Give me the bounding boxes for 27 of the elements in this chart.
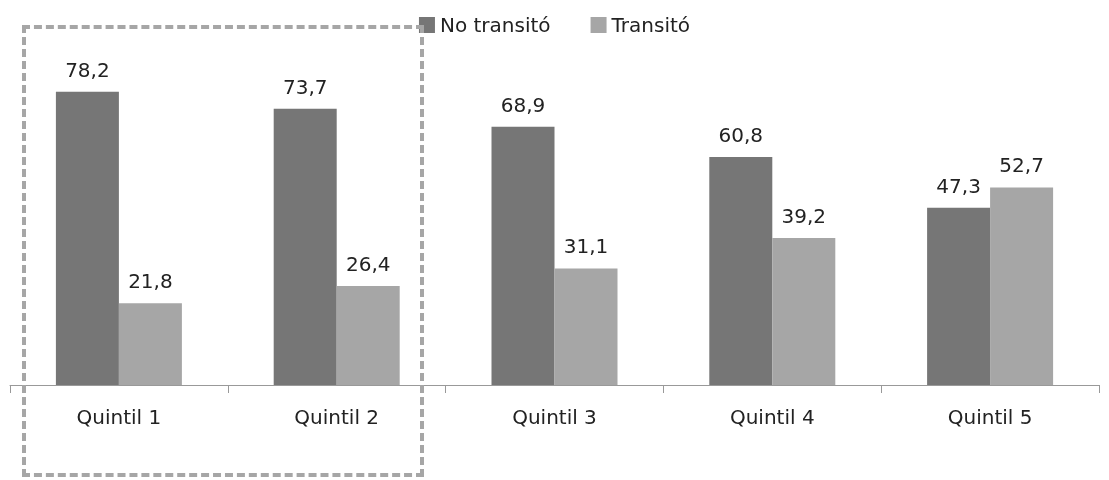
bar bbox=[990, 187, 1054, 385]
data-label: 68,9 bbox=[500, 92, 546, 117]
x-tick-label: Quintil 1 bbox=[76, 405, 162, 429]
data-label: 78,2 bbox=[65, 57, 110, 82]
bar bbox=[491, 126, 555, 385]
data-label: 21,8 bbox=[128, 269, 173, 294]
x-tick-label: Quintil 3 bbox=[512, 405, 597, 429]
bar bbox=[927, 207, 991, 385]
legend-label: Transitó bbox=[610, 13, 691, 37]
legend-label: No transitó bbox=[439, 13, 551, 37]
data-label: 26,4 bbox=[345, 252, 391, 276]
x-tick-label: Quintil 2 bbox=[294, 405, 380, 429]
data-label: 73,7 bbox=[282, 74, 328, 99]
bar bbox=[709, 157, 773, 385]
data-label: 39,2 bbox=[781, 204, 827, 228]
bar bbox=[336, 286, 400, 385]
data-label: 60,8 bbox=[718, 123, 764, 147]
bar bbox=[55, 91, 119, 385]
bar bbox=[118, 303, 182, 385]
bar bbox=[772, 238, 836, 385]
data-label: 52,7 bbox=[999, 153, 1044, 178]
bar bbox=[554, 268, 618, 385]
data-label: 47,3 bbox=[936, 173, 981, 198]
x-tick-label: Quintil 5 bbox=[947, 405, 1033, 429]
x-tick-label: Quintil 4 bbox=[729, 405, 815, 429]
bar bbox=[273, 108, 337, 385]
data-label: 31,1 bbox=[563, 234, 609, 259]
